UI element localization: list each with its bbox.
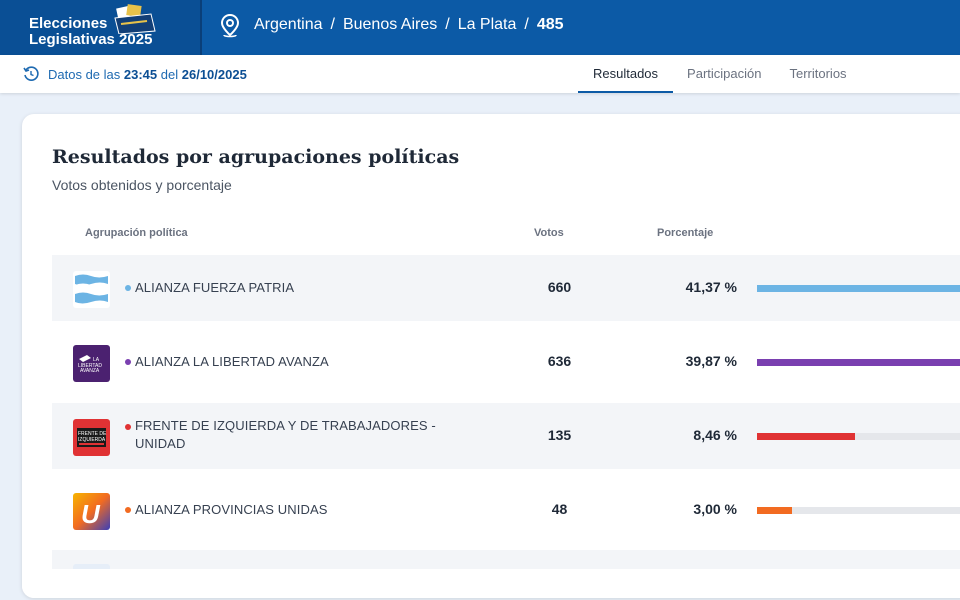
party-name: FRENTE DE IZQUIERDA Y DE TRABAJADORES - …	[135, 418, 436, 451]
update-date: 26/10/2025	[181, 67, 247, 82]
header-divider	[200, 0, 202, 55]
breadcrumb-province[interactable]: Buenos Aires	[342, 16, 438, 33]
party-color-dot	[125, 285, 131, 291]
card-title: Resultados por agrupaciones políticas	[52, 146, 460, 168]
percent-value: 39,87 %	[685, 353, 737, 369]
party-color-dot	[125, 359, 131, 365]
breadcrumb-country[interactable]: Argentina	[254, 16, 323, 33]
breadcrumb-city[interactable]: La Plata	[457, 16, 517, 33]
brand-line-1: Elecciones	[29, 15, 108, 32]
update-time: 23:45	[123, 67, 158, 82]
percent-bar-fill	[757, 359, 960, 366]
percent-value: 3,00 %	[693, 501, 737, 517]
votes-value: 636	[547, 353, 572, 369]
breadcrumb-current: 485	[536, 16, 564, 33]
breadcrumb: Argentina / Buenos Aires / La Plata / 48…	[254, 16, 564, 34]
percent-bar-fill	[757, 507, 792, 514]
percent-bar-fill	[757, 433, 855, 440]
percent-bar-fill	[757, 285, 960, 292]
card-subtitle: Votos obtenidos y porcentaje	[52, 177, 232, 193]
percent-bar	[757, 507, 960, 514]
svg-text:LIBERTAD: LIBERTAD	[78, 363, 102, 369]
breadcrumb-separator: /	[330, 16, 335, 33]
provincias-unidas-logo: U	[73, 493, 110, 530]
argentina-flag-logo	[73, 271, 110, 308]
percent-bar	[757, 359, 960, 366]
votes-value: 135	[547, 427, 572, 443]
location-pin-icon	[220, 13, 240, 38]
party-color-dot	[125, 424, 131, 430]
percent-bar	[757, 285, 960, 292]
top-bar: Elecciones Legislativas 2025 Argentina /…	[0, 0, 960, 55]
tab-territorios[interactable]: Territorios	[789, 65, 847, 81]
update-middle: del	[160, 67, 179, 82]
percent-value: 41,37 %	[685, 279, 737, 295]
tab-resultados[interactable]: Resultados	[578, 55, 674, 93]
la-libertad-avanza-logo: LA LIBERTAD AVANZA	[73, 345, 110, 382]
party-name: ALIANZA LA LIBERTAD AVANZA	[135, 354, 329, 369]
breadcrumb-separator: /	[445, 16, 450, 33]
update-prefix: Datos de las	[48, 67, 121, 82]
svg-text:IZQUIERDA: IZQUIERDA	[78, 437, 106, 443]
column-header-percent: Porcentaje	[657, 227, 714, 239]
ballot-box-icon	[114, 4, 156, 34]
table-row[interactable]: FRENTE DE IZQUIERDA FRENTE DE IZQUIERDA …	[52, 403, 960, 469]
brand-block[interactable]: Elecciones Legislativas 2025	[0, 0, 200, 55]
table-row[interactable]: U ALIANZA PROVINCIAS UNIDAS 48 3,00 %	[52, 477, 960, 543]
party-name: ALIANZA PROVINCIAS UNIDAS	[135, 502, 328, 517]
frente-de-izquierda-logo: FRENTE DE IZQUIERDA	[73, 419, 110, 456]
tab-participacion[interactable]: Participación	[687, 65, 762, 81]
results-card: Resultados por agrupaciones políticas Vo…	[22, 114, 960, 598]
svg-text:AVANZA: AVANZA	[80, 368, 100, 374]
svg-text:LA: LA	[93, 357, 100, 363]
table-row[interactable]: ALIANZA FUERZA PATRIA 660 41,37 %	[52, 255, 960, 321]
brand-line-2: Legislativas 2025	[29, 31, 153, 48]
refresh-clock-icon	[23, 66, 39, 81]
svg-text:U: U	[81, 499, 101, 529]
column-header-votes: Votos	[534, 227, 564, 239]
table-row[interactable]: LA LIBERTAD AVANZA ALIANZA LA LIBERTAD A…	[52, 329, 960, 395]
column-header-party: Agrupación política	[85, 227, 188, 239]
party-name: ALIANZA FUERZA PATRIA	[135, 280, 295, 295]
percent-bar	[757, 433, 960, 440]
update-timestamp: Datos de las 23:45 del 26/10/2025	[48, 67, 247, 82]
breadcrumb-separator: /	[524, 16, 529, 33]
tabs: Resultados Participación Territorios	[578, 55, 861, 93]
party-color-dot	[125, 507, 131, 513]
sub-bar: Datos de las 23:45 del 26/10/2025 Result…	[0, 55, 960, 93]
votes-value: 48	[551, 501, 568, 517]
results-table: ALIANZA FUERZA PATRIA 660 41,37 % LA LIB…	[52, 255, 960, 543]
svg-text:FRENTE DE: FRENTE DE	[78, 431, 107, 437]
percent-value: 8,46 %	[693, 427, 737, 443]
card-bottom	[22, 569, 960, 598]
brand-title: Elecciones Legislativas 2025	[29, 16, 152, 48]
votes-value: 660	[547, 279, 572, 295]
